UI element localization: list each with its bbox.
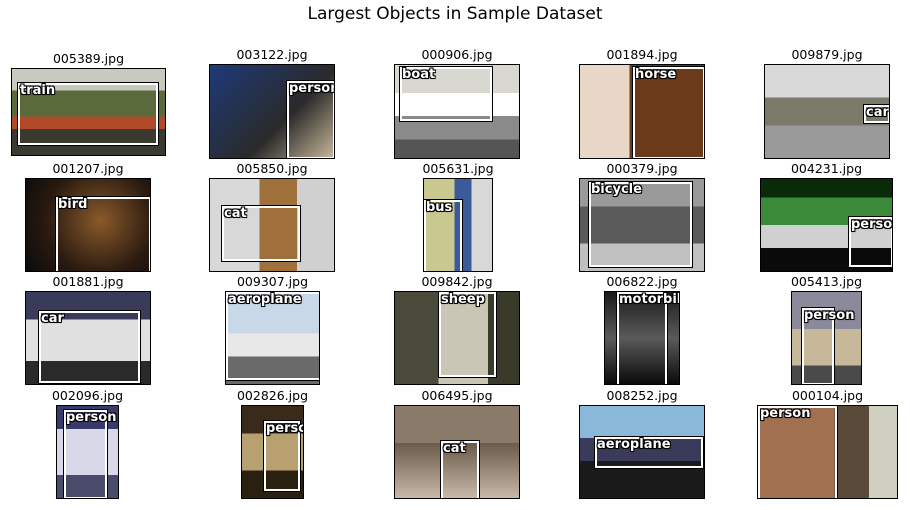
bounding-box [221, 205, 301, 262]
sample-image: motorbike [604, 291, 680, 385]
object-class-label: cat [443, 441, 466, 456]
sample-image: sheep [394, 291, 520, 385]
image-filename: 001894.jpg [606, 47, 678, 62]
sample-image: bird [25, 178, 151, 272]
bounding-box [63, 409, 108, 498]
image-filename: 006822.jpg [606, 274, 678, 289]
bounding-box [588, 181, 693, 268]
object-class-label: bus [426, 200, 453, 215]
bounding-box [17, 82, 159, 146]
sample-image: person [209, 64, 335, 159]
sample-image: aeroplane [579, 405, 705, 499]
object-class-label: train [20, 83, 56, 98]
sample-image: boat [394, 64, 520, 159]
object-class-label: aeroplane [228, 292, 302, 307]
object-class-label: aeroplane [597, 437, 671, 452]
image-filename: 000906.jpg [421, 47, 493, 62]
bounding-box [226, 292, 319, 381]
sample-image: cat [394, 405, 520, 499]
object-class-label: sheep [441, 292, 485, 307]
bounding-box [399, 66, 493, 122]
object-class-label: person [289, 81, 335, 96]
image-filename: 008252.jpg [606, 388, 678, 403]
bounding-box [616, 292, 668, 384]
image-filename: 009879.jpg [791, 47, 863, 62]
image-filename: 009842.jpg [421, 274, 493, 289]
image-filename: 006495.jpg [421, 388, 493, 403]
image-filename: 001881.jpg [52, 274, 124, 289]
sample-image: horse [579, 64, 705, 159]
sample-image: person [56, 405, 119, 499]
bounding-box [286, 80, 334, 158]
image-filename: 005850.jpg [236, 161, 308, 176]
bounding-box [758, 406, 838, 498]
bounding-box [38, 310, 141, 384]
bounding-box [55, 196, 150, 271]
sample-image: bus [423, 178, 493, 272]
bounding-box [848, 216, 892, 268]
bounding-box [440, 440, 480, 498]
image-filename: 004231.jpg [790, 161, 863, 176]
sample-image: aeroplane [225, 291, 320, 385]
object-class-label: person [266, 421, 303, 436]
bounding-box [863, 104, 889, 124]
image-filename: 005631.jpg [422, 161, 494, 176]
object-class-label: horse [635, 67, 677, 82]
bounding-box [801, 307, 835, 384]
bounding-box [594, 436, 704, 469]
object-class-label: person [851, 217, 893, 232]
image-filename: 003122.jpg [236, 47, 308, 62]
sample-image: person [791, 291, 862, 385]
figure-title: Largest Objects in Sample Dataset [307, 4, 603, 24]
image-filename: 009307.jpg [236, 274, 309, 289]
object-class-label: person [760, 406, 811, 421]
bounding-box [438, 292, 497, 378]
sample-image: bicycle [579, 178, 705, 272]
object-class-label: bicycle [591, 182, 642, 197]
object-class-label: person [66, 410, 117, 425]
image-filename: 000379.jpg [606, 161, 678, 176]
sample-image: person [760, 178, 893, 272]
object-class-label: car [866, 105, 889, 120]
bounding-box [263, 420, 301, 492]
image-filename: 005389.jpg [52, 51, 125, 66]
image-filename: 002826.jpg [236, 388, 309, 403]
sample-image: car [25, 291, 151, 385]
sample-image: person [241, 405, 304, 499]
object-class-label: bird [58, 197, 88, 212]
object-class-label: person [804, 308, 855, 323]
object-class-label: car [41, 311, 64, 326]
object-class-label: cat [224, 206, 247, 221]
image-filename: 002096.jpg [51, 388, 124, 403]
object-class-label: boat [402, 67, 436, 82]
object-class-label: motorbike [619, 292, 679, 307]
image-filename: 001207.jpg [52, 161, 124, 176]
sample-image: person [757, 405, 898, 499]
sample-image: cat [209, 178, 335, 272]
sample-image: car [764, 64, 890, 159]
image-filename: 000104.jpg [791, 388, 864, 403]
image-filename: 005413.jpg [790, 274, 863, 289]
bounding-box [632, 66, 704, 158]
sample-image: train [11, 68, 166, 156]
bounding-box [424, 199, 463, 271]
